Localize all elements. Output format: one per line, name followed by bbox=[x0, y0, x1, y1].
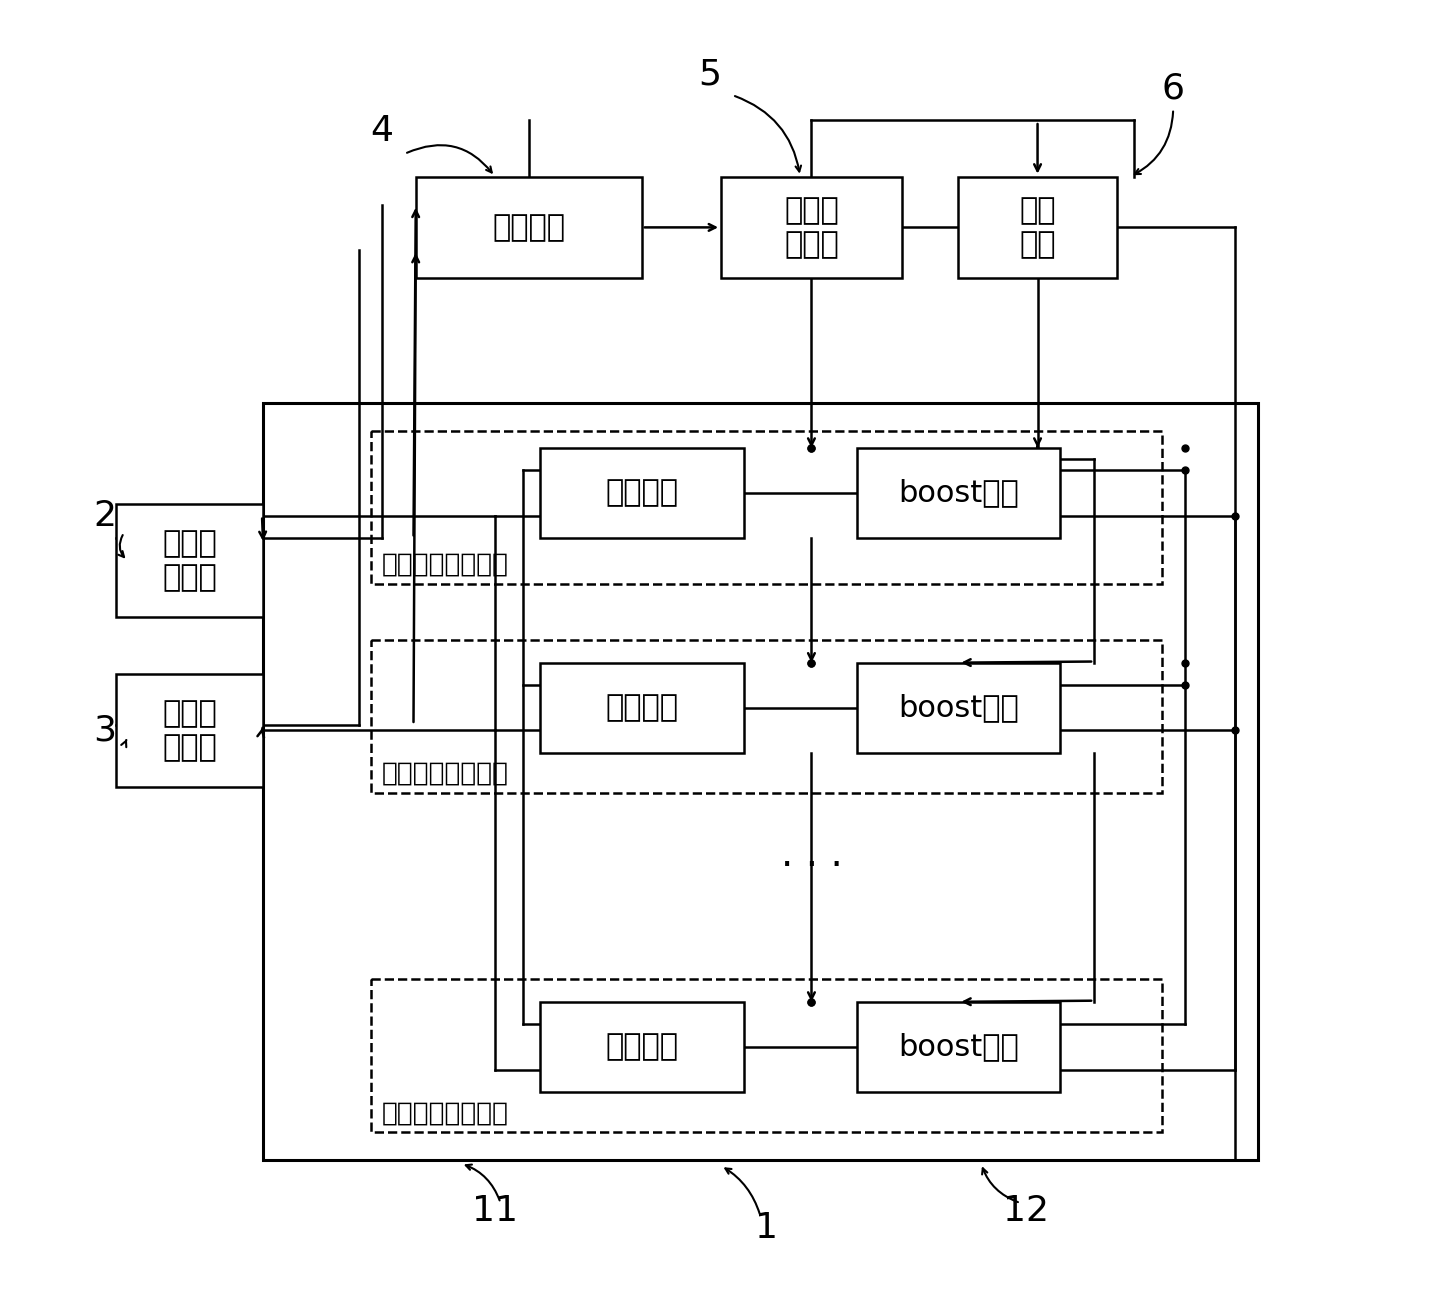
Text: 11: 11 bbox=[472, 1194, 518, 1229]
Text: 电池组串: 电池组串 bbox=[606, 1033, 678, 1062]
Bar bbox=[371, 979, 1162, 1131]
Text: 4: 4 bbox=[371, 114, 394, 148]
Text: 12: 12 bbox=[1004, 1194, 1050, 1229]
Text: 模式控
制单元: 模式控 制单元 bbox=[784, 196, 839, 259]
Text: 电池组串: 电池组串 bbox=[606, 478, 678, 507]
Bar bbox=[541, 1001, 744, 1092]
Text: boost电路: boost电路 bbox=[898, 1033, 1019, 1062]
Bar bbox=[857, 662, 1060, 753]
Bar bbox=[262, 402, 1257, 1160]
Text: 控制单元: 控制单元 bbox=[492, 213, 565, 242]
Text: 电池组串: 电池组串 bbox=[606, 694, 678, 723]
Bar bbox=[371, 640, 1162, 792]
Text: 2: 2 bbox=[94, 499, 117, 532]
Text: 5: 5 bbox=[698, 58, 721, 92]
Text: 光伏电池组串单元: 光伏电池组串单元 bbox=[382, 761, 509, 787]
Text: 3: 3 bbox=[94, 714, 117, 748]
Bar bbox=[541, 662, 744, 753]
Bar bbox=[857, 448, 1060, 539]
Text: · · ·: · · · bbox=[780, 848, 842, 886]
Bar bbox=[415, 176, 642, 279]
Text: 电流采
集单元: 电流采 集单元 bbox=[163, 530, 218, 593]
Bar bbox=[117, 674, 262, 787]
Text: 6: 6 bbox=[1162, 71, 1185, 105]
Text: 电压采
集单元: 电压采 集单元 bbox=[163, 699, 218, 762]
Bar bbox=[371, 431, 1162, 583]
Text: boost电路: boost电路 bbox=[898, 694, 1019, 723]
Text: 驱动
电路: 驱动 电路 bbox=[1019, 196, 1056, 259]
Text: 1: 1 bbox=[754, 1212, 777, 1244]
Bar bbox=[541, 448, 744, 539]
Bar bbox=[959, 176, 1116, 279]
Text: 光伏电池组串单元: 光伏电池组串单元 bbox=[382, 1100, 509, 1126]
Bar bbox=[117, 505, 262, 618]
Text: boost电路: boost电路 bbox=[898, 478, 1019, 507]
Text: 光伏电池组串单元: 光伏电池组串单元 bbox=[382, 552, 509, 578]
Bar bbox=[857, 1001, 1060, 1092]
Bar bbox=[721, 176, 901, 279]
